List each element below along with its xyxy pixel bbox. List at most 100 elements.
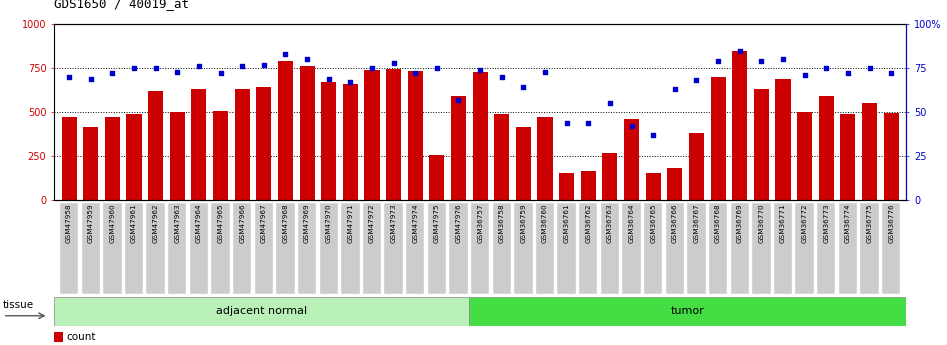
Point <box>257 62 272 67</box>
Text: GSM36771: GSM36771 <box>780 204 786 243</box>
Text: GSM47970: GSM47970 <box>326 204 331 243</box>
FancyBboxPatch shape <box>730 203 749 294</box>
Bar <box>321 82 336 200</box>
Bar <box>127 114 142 200</box>
Text: GSM36769: GSM36769 <box>737 204 742 243</box>
Bar <box>538 117 553 200</box>
Text: GSM47966: GSM47966 <box>240 204 245 243</box>
Text: GSM47968: GSM47968 <box>282 204 289 243</box>
FancyBboxPatch shape <box>319 203 338 294</box>
Point <box>754 58 769 64</box>
Point <box>688 78 704 83</box>
Bar <box>688 133 704 200</box>
Bar <box>62 117 77 200</box>
FancyBboxPatch shape <box>688 203 706 294</box>
Text: GSM36776: GSM36776 <box>888 204 894 243</box>
Bar <box>581 171 596 200</box>
Text: GSM36764: GSM36764 <box>629 204 634 243</box>
Bar <box>343 84 358 200</box>
Text: GSM47964: GSM47964 <box>196 204 202 243</box>
Point <box>732 48 747 53</box>
Point <box>105 71 120 76</box>
Text: GSM47971: GSM47971 <box>348 204 353 243</box>
Point <box>321 76 336 81</box>
Point <box>516 85 531 90</box>
Bar <box>754 89 769 200</box>
Text: GSM36766: GSM36766 <box>671 204 678 243</box>
FancyBboxPatch shape <box>298 203 316 294</box>
Bar <box>213 111 228 200</box>
Point <box>473 67 488 73</box>
Point <box>127 66 142 71</box>
Bar <box>668 168 683 200</box>
Text: GSM47963: GSM47963 <box>174 204 180 243</box>
FancyBboxPatch shape <box>255 203 273 294</box>
Point <box>559 120 574 126</box>
FancyBboxPatch shape <box>580 203 598 294</box>
Point <box>797 72 813 78</box>
FancyBboxPatch shape <box>147 203 165 294</box>
Bar <box>710 77 725 200</box>
Text: GSM36768: GSM36768 <box>715 204 721 243</box>
Bar <box>191 89 206 200</box>
Text: GSM36774: GSM36774 <box>845 204 850 243</box>
Text: GSM47976: GSM47976 <box>456 204 461 243</box>
FancyBboxPatch shape <box>666 203 684 294</box>
Bar <box>646 173 661 200</box>
FancyBboxPatch shape <box>492 203 511 294</box>
Text: GSM47961: GSM47961 <box>131 204 137 243</box>
Point <box>581 120 596 126</box>
Bar <box>299 66 314 200</box>
FancyBboxPatch shape <box>189 203 208 294</box>
Point <box>862 66 877 71</box>
Text: adjacent normal: adjacent normal <box>216 306 307 316</box>
Text: tissue: tissue <box>3 300 34 310</box>
FancyBboxPatch shape <box>168 203 187 294</box>
Bar <box>862 104 877 200</box>
Bar <box>470 297 906 326</box>
Point <box>602 101 617 106</box>
Point <box>213 71 228 76</box>
FancyBboxPatch shape <box>860 203 879 294</box>
Point <box>365 66 380 71</box>
Bar <box>148 91 163 200</box>
Point <box>83 76 98 81</box>
Point <box>343 79 358 85</box>
Bar <box>407 71 422 200</box>
Text: GSM47962: GSM47962 <box>152 204 159 243</box>
FancyBboxPatch shape <box>125 203 143 294</box>
FancyBboxPatch shape <box>384 203 402 294</box>
FancyBboxPatch shape <box>644 203 662 294</box>
FancyBboxPatch shape <box>211 203 230 294</box>
Bar <box>83 127 98 200</box>
FancyBboxPatch shape <box>60 203 79 294</box>
Text: GSM36758: GSM36758 <box>499 204 505 243</box>
Text: GSM36770: GSM36770 <box>759 204 764 243</box>
Bar <box>494 114 509 200</box>
FancyBboxPatch shape <box>600 203 619 294</box>
Bar <box>429 155 444 200</box>
FancyBboxPatch shape <box>536 203 554 294</box>
Point <box>840 71 855 76</box>
Bar <box>277 61 293 200</box>
Text: GSM47974: GSM47974 <box>412 204 419 243</box>
Text: GSM36765: GSM36765 <box>651 204 656 243</box>
Text: GSM36767: GSM36767 <box>693 204 700 243</box>
Bar <box>559 173 574 200</box>
FancyBboxPatch shape <box>341 203 360 294</box>
Text: GSM47973: GSM47973 <box>390 204 397 243</box>
Bar <box>386 69 402 200</box>
Point <box>299 57 314 62</box>
Point <box>494 74 509 80</box>
Point <box>776 57 791 62</box>
Point <box>386 60 402 66</box>
FancyBboxPatch shape <box>514 203 532 294</box>
Text: GSM36762: GSM36762 <box>585 204 591 243</box>
Point <box>62 74 77 80</box>
Text: GSM47975: GSM47975 <box>434 204 439 243</box>
Bar <box>473 72 488 200</box>
FancyBboxPatch shape <box>795 203 813 294</box>
Text: GSM47958: GSM47958 <box>66 204 72 243</box>
Bar <box>732 51 747 200</box>
Point <box>818 66 833 71</box>
